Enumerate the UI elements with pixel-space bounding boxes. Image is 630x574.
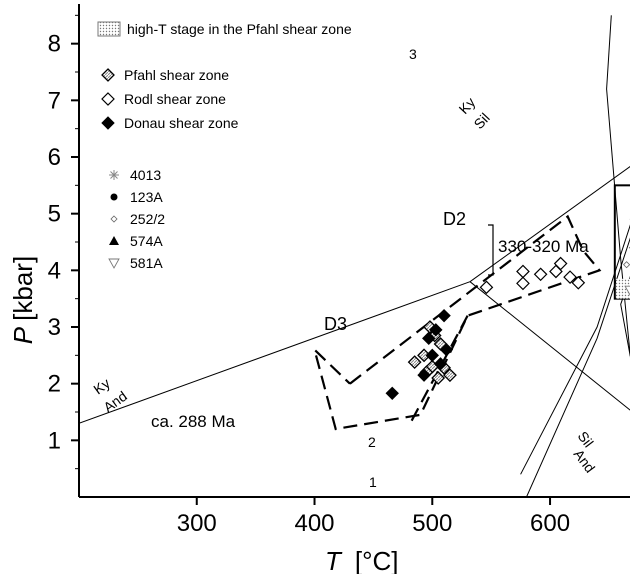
data-point: [385, 386, 399, 401]
legend-label-zone: Rodl shear zone: [124, 91, 226, 107]
data-point: [624, 285, 630, 296]
series-donau-shear-zone: [385, 308, 454, 401]
reaction-line-ky-sil: [469, 166, 630, 283]
x-axis-unit: [°C]: [355, 546, 399, 574]
legend-label-sample: 4013: [130, 167, 161, 183]
x-axis-symbol: T: [325, 546, 343, 574]
legend-marker-triangle-down: [108, 258, 120, 269]
data-point: [437, 308, 451, 323]
y-axis-unit: [kbar]: [8, 256, 38, 321]
legend-marker-star: [109, 170, 119, 180]
data-point: [533, 267, 548, 282]
reaction-line-3: [606, 15, 630, 358]
data-point: [516, 276, 530, 291]
legend-marker-diamond-open: [101, 92, 115, 106]
data-point: [433, 357, 448, 371]
d2-label: D2: [443, 209, 466, 229]
y-tick-label: 3: [48, 314, 61, 341]
legend-marker-triangle-up: [109, 236, 119, 245]
reaction-line-and-sil: [469, 281, 630, 411]
legend-marker-diamond-filled: [101, 116, 115, 130]
reaction-line-2: [520, 224, 630, 475]
legend-label-sample: 581A: [130, 255, 163, 271]
legend-label-sample: 252/2: [130, 211, 165, 227]
data-point: [407, 355, 422, 370]
y-tick-label: 4: [48, 257, 61, 284]
reaction-line-melt-curve: [620, 275, 630, 357]
data-point: [553, 256, 568, 271]
y-tick-label: 5: [48, 201, 61, 228]
reaction-line-ky-and: [79, 281, 471, 424]
and-label-right: And: [571, 446, 599, 476]
data-point: [563, 270, 577, 284]
data-point: [571, 275, 586, 290]
d2-field-box: [613, 184, 630, 300]
reaction-line-1: [526, 237, 630, 497]
legend-label-zone: Pfahl shear zone: [124, 67, 229, 83]
sil-label-upper: Sil: [470, 110, 492, 132]
age-330-320-label: 330-320 Ma: [498, 237, 589, 256]
y-axis-label: P [kbar]: [8, 256, 38, 344]
legend-box-swatch: [97, 21, 121, 37]
d3-path: [312, 214, 602, 431]
reaction-1-label: 1: [369, 474, 377, 490]
legend-label-sample: 123A: [130, 189, 163, 205]
x-axis-label: T [°C]: [325, 546, 399, 574]
x-tick-label: 300: [177, 510, 217, 537]
high-t-stage-region: [615, 278, 630, 299]
data-point: [439, 342, 454, 357]
y-axis-symbol: P: [8, 326, 38, 344]
series-rodl-shear-zone: [479, 256, 586, 295]
age-bracket: [488, 224, 494, 276]
data-point: [443, 368, 457, 383]
reaction-2-label: 2: [368, 434, 376, 450]
data-point: [431, 371, 446, 385]
legend-label-zone: Donau shear zone: [124, 115, 239, 131]
legend-label-sample: 574A: [130, 233, 163, 249]
data-point: [425, 348, 439, 363]
data-point: [429, 323, 443, 337]
x-tick-label: 500: [412, 510, 452, 537]
data-point: [479, 280, 494, 295]
ky-label-upper: Ky: [455, 94, 478, 117]
y-tick-label: 2: [48, 371, 61, 398]
y-tick-label: 7: [48, 87, 61, 114]
y-tick-label: 8: [48, 31, 61, 58]
data-point: [516, 264, 530, 279]
y-tick-label: 6: [48, 144, 61, 171]
age-288-label: ca. 288 Ma: [151, 412, 236, 431]
data-point: [422, 331, 436, 346]
data-point: [417, 368, 431, 382]
legend-marker-dot: [110, 193, 118, 201]
x-tick-label: 600: [530, 510, 570, 537]
x-tick-label: 400: [294, 510, 334, 537]
d3-label: D3: [324, 314, 347, 334]
sil-label-lower: Sil: [575, 428, 597, 450]
reaction-3-label: 3: [409, 46, 417, 62]
legend-marker-diamond-hatched: [101, 68, 115, 82]
data-point: [623, 261, 630, 269]
legend-marker-small-diamond: [110, 215, 118, 223]
ky-label-lower: Ky: [90, 375, 113, 398]
y-tick-label: 1: [48, 427, 61, 454]
legend-box-label: high-T stage in the Pfahl shear zone: [127, 21, 352, 37]
